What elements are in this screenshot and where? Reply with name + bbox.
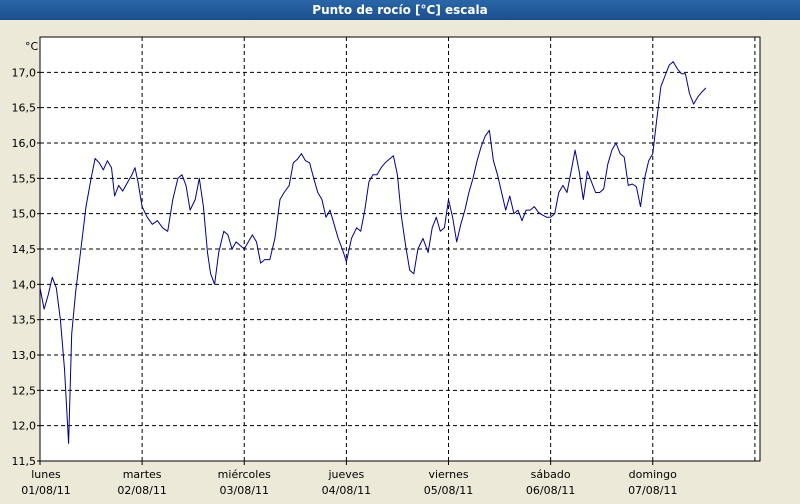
y-tick-label: 16,5 xyxy=(12,102,37,115)
grid xyxy=(40,37,760,461)
y-tick-label: 15,5 xyxy=(12,172,37,185)
y-tick-label: 12,5 xyxy=(12,384,37,397)
y-tick-label: 13,0 xyxy=(12,349,37,362)
y-tick-label: 15,0 xyxy=(12,208,37,221)
chart-title: Punto de rocío [°C] escala xyxy=(0,0,800,20)
y-tick-label: 14,5 xyxy=(12,243,37,256)
x-tick-date-label: 04/08/11 xyxy=(322,484,371,497)
x-tick-date-label: 05/08/11 xyxy=(424,484,473,497)
y-axis-unit-label: °C xyxy=(25,40,39,53)
y-tick-label: 13,5 xyxy=(12,314,37,327)
x-tick-date-label: 07/08/11 xyxy=(628,484,677,497)
y-tick-label: 11,5 xyxy=(12,455,37,468)
chart-area: 11,5 12,0 12,5 13,0 13,5 14,0 14,5 15,0 15,5 16,0… xyxy=(0,20,800,500)
x-tick-day-label: viernes xyxy=(428,468,468,481)
x-tick-date-label: 03/08/11 xyxy=(220,484,269,497)
y-tick-label: 17,0 xyxy=(12,66,37,79)
x-tick-date-label: 01/08/11 xyxy=(21,484,70,497)
x-axis: lunes 01/08/11 martes 02/08/11 miércoles 03/0… xyxy=(21,461,677,497)
x-tick-day-label: sábado xyxy=(531,468,571,481)
x-tick-day-label: miércoles xyxy=(218,468,271,481)
y-tick-label: 14,0 xyxy=(12,278,37,291)
x-tick-day-label: domingo xyxy=(629,468,677,481)
x-tick-date-label: 06/08/11 xyxy=(526,484,575,497)
x-tick-date-label: 02/08/11 xyxy=(117,484,166,497)
series-layer xyxy=(39,61,707,444)
line-chart: 11,5 12,0 12,5 13,0 13,5 14,0 14,5 15,0 15,5 16,0… xyxy=(12,36,761,497)
x-tick-day-label: lunes xyxy=(31,468,61,481)
series-line-dew-point xyxy=(39,61,707,444)
x-tick-day-label: martes xyxy=(123,468,162,481)
x-tick-day-label: jueves xyxy=(327,468,364,481)
y-tick-label: 16,0 xyxy=(12,137,37,150)
y-axis: 11,5 12,0 12,5 13,0 13,5 14,0 14,5 15,0 15,5 16,0… xyxy=(12,66,40,468)
y-tick-label: 12,0 xyxy=(12,420,37,433)
